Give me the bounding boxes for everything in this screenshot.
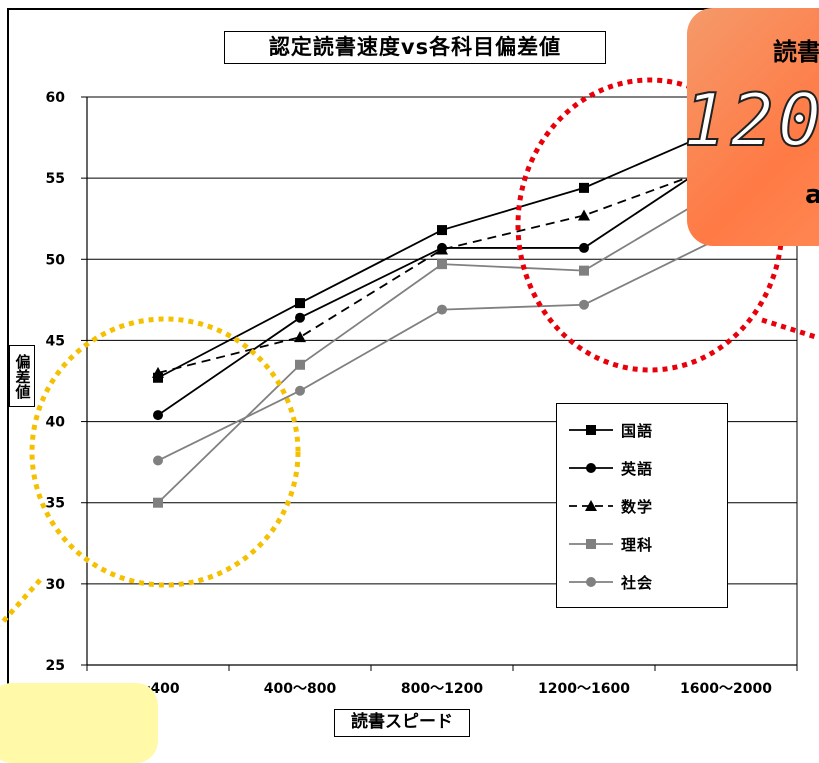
- legend-swatch: [569, 500, 613, 511]
- y-tick-label: 60: [46, 90, 66, 106]
- legend-marker: [586, 539, 596, 549]
- callout-yellow-box: [0, 683, 158, 763]
- chart-frame: [7, 8, 819, 748]
- data-point: [437, 304, 447, 315]
- y-tick-label: 40: [46, 415, 66, 431]
- data-point: [153, 410, 163, 421]
- callout-red-line2: 120: [687, 77, 819, 163]
- legend-label: 数学: [621, 497, 654, 516]
- legend-marker: [586, 463, 596, 473]
- data-point: [294, 331, 306, 343]
- legend-item: 数学: [567, 494, 717, 518]
- data-point: [153, 455, 163, 466]
- legend-label: 社会: [621, 573, 654, 592]
- legend-marker: [586, 577, 596, 587]
- legend-label: 理科: [621, 535, 654, 554]
- y-axis-label: 偏差値: [9, 345, 35, 407]
- x-tick-label: 1200～1600: [538, 681, 630, 697]
- legend-swatch: [569, 425, 613, 435]
- legend-swatch: [569, 539, 613, 549]
- series-line-2: [157, 153, 727, 416]
- callout-red-line1: 読書: [773, 38, 819, 66]
- y-tick-label: 30: [46, 577, 66, 593]
- data-point: [437, 259, 447, 270]
- legend-label: 英語: [621, 459, 654, 478]
- legend-swatch: [569, 463, 613, 473]
- y-tick-label: 45: [46, 333, 65, 349]
- data-point: [295, 359, 305, 370]
- y-tick-label: 35: [46, 496, 65, 512]
- data-point: [295, 298, 305, 309]
- y-tick-label: 55: [46, 171, 65, 187]
- chart-title: 認定読書速度vs各科目偏差値: [224, 31, 606, 64]
- y-tick-label: 25: [46, 658, 65, 674]
- data-point: [579, 182, 589, 193]
- legend-label: 国語: [621, 421, 654, 440]
- legend-item: 英語: [567, 456, 717, 480]
- highlight-circle-yellow: [29, 316, 301, 588]
- callout-red-box: 読書 120 a: [687, 8, 819, 246]
- data-point: [579, 299, 589, 310]
- legend-item: 理科: [567, 532, 717, 556]
- x-tick-label: 800～1200: [401, 681, 483, 697]
- data-point: [436, 243, 448, 255]
- data-point: [295, 385, 305, 396]
- data-point: [295, 312, 305, 323]
- data-point: [579, 265, 589, 276]
- x-tick-label: 1600～2000: [680, 681, 772, 697]
- legend-marker: [586, 425, 596, 435]
- highlight-pointer-red: [761, 317, 819, 341]
- legend-item: 社会: [567, 570, 717, 594]
- data-point: [152, 366, 164, 378]
- chart-legend: 国語英語数学理科社会: [556, 403, 728, 608]
- y-tick-label: 50: [46, 252, 66, 268]
- callout-red-line3: a: [805, 180, 819, 210]
- x-axis-label: 読書スピード: [334, 709, 470, 737]
- legend-marker: [585, 500, 597, 511]
- legend-item: 国語: [567, 418, 717, 442]
- data-point: [437, 225, 447, 236]
- data-point: [579, 242, 589, 253]
- x-tick-label: 400～800: [264, 681, 337, 697]
- data-point: [153, 497, 163, 508]
- data-point: [578, 209, 590, 221]
- highlight-pointer-yellow: [0, 578, 42, 627]
- legend-swatch: [569, 577, 613, 587]
